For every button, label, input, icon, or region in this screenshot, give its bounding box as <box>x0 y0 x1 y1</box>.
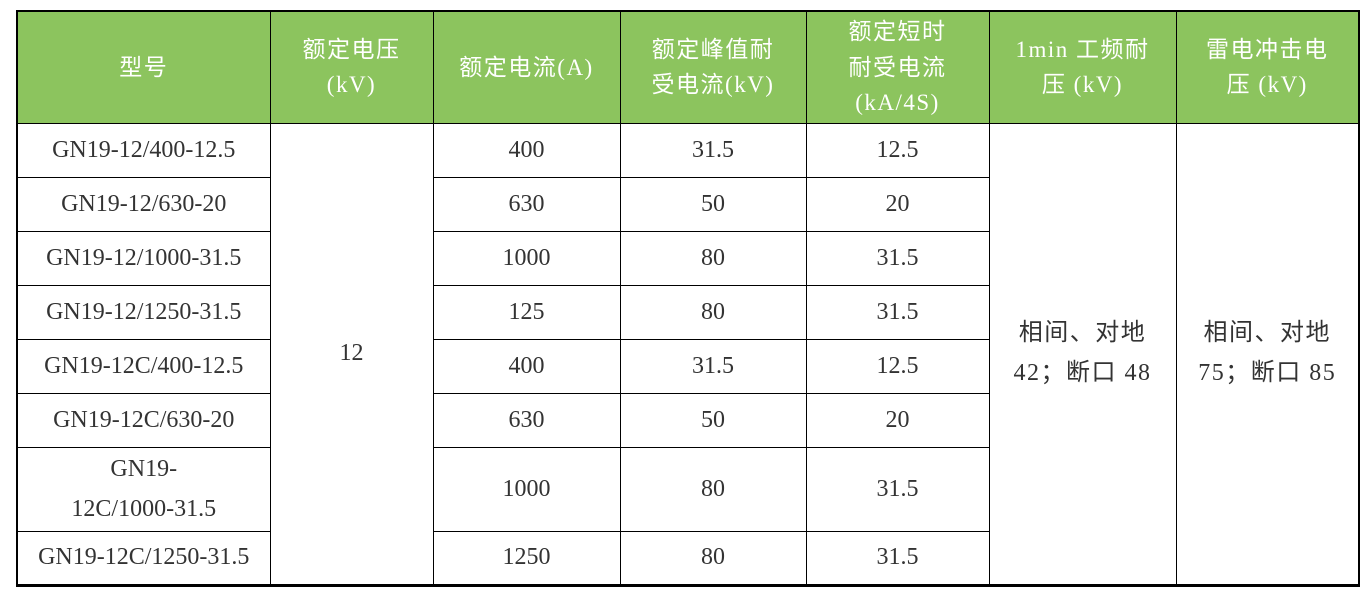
model-cell: GN19-12C/400-12.5 <box>16 338 271 394</box>
table-row: GN19- 12C/1000-31.5 1000 80 31.5 <box>16 446 1359 533</box>
model-cell: GN19-12/630-20 <box>16 176 271 232</box>
power-freq-cell: 相间、对地 42；断口 48 <box>988 122 1177 587</box>
short-time-cell: 12.5 <box>805 338 990 394</box>
current-cell: 630 <box>432 392 621 448</box>
short-time-cell: 20 <box>805 392 990 448</box>
table-row: GN19-12C/1250-31.5 1250 80 31.5 <box>16 531 1359 587</box>
table-row: GN19-12C/400-12.5 400 31.5 12.5 <box>16 338 1359 394</box>
col-header-model: 型号 <box>16 10 271 124</box>
model-cell: GN19-12/400-12.5 <box>16 122 271 178</box>
col-header-rated-current: 额定电流(A) <box>432 10 621 124</box>
header-row: 型号 额定电压 (kV) 额定电流(A) 额定峰值耐 受电流(kV) 额定短时 … <box>16 10 1360 124</box>
col-header-power-freq: 1min 工频耐 压 (kV) <box>988 10 1177 124</box>
current-cell: 1000 <box>432 446 621 533</box>
peak-cell: 80 <box>619 446 807 533</box>
spec-table: 型号 额定电压 (kV) 额定电流(A) 额定峰值耐 受电流(kV) 额定短时 … <box>16 10 1360 588</box>
short-time-cell: 31.5 <box>805 284 990 340</box>
short-time-cell: 31.5 <box>805 230 990 286</box>
current-cell: 400 <box>432 338 621 394</box>
col-header-short-time: 额定短时 耐受电流 (kA/4S) <box>805 10 990 124</box>
short-time-cell: 31.5 <box>805 531 990 587</box>
table-row: GN19-12/1250-31.5 125 80 31.5 <box>16 284 1359 340</box>
table-row: GN19-12/400-12.5 12 400 31.5 12.5 相间、对地 … <box>16 122 1360 587</box>
model-cell: GN19-12C/1250-31.5 <box>16 531 271 587</box>
model-cell: GN19-12/1000-31.5 <box>16 230 271 286</box>
model-cell: GN19- 12C/1000-31.5 <box>16 446 271 533</box>
current-cell: 1000 <box>432 230 621 286</box>
col-header-peak-withstand: 额定峰值耐 受电流(kV) <box>619 10 807 124</box>
peak-cell: 31.5 <box>619 122 807 178</box>
table-row: GN19-12C/630-20 630 50 20 <box>16 392 1359 448</box>
current-cell: 125 <box>432 284 621 340</box>
short-time-cell: 20 <box>805 176 990 232</box>
peak-cell: 50 <box>619 392 807 448</box>
peak-cell: 80 <box>619 284 807 340</box>
short-time-cell: 12.5 <box>805 122 990 178</box>
col-header-lightning-impulse: 雷电冲击电 压 (kV) <box>1175 10 1360 124</box>
current-cell: 630 <box>432 176 621 232</box>
current-cell: 400 <box>432 122 621 178</box>
peak-cell: 80 <box>619 230 807 286</box>
peak-cell: 31.5 <box>619 338 807 394</box>
col-header-rated-voltage: 额定电压 (kV) <box>269 10 434 124</box>
peak-cell: 50 <box>619 176 807 232</box>
current-cell: 1250 <box>432 531 621 587</box>
lightning-impulse-cell: 相间、对地 75；断口 85 <box>1175 122 1360 587</box>
short-time-cell: 31.5 <box>805 446 990 533</box>
peak-cell: 80 <box>619 531 807 587</box>
model-cell: GN19-12C/630-20 <box>16 392 271 448</box>
spec-table-container: 型号 额定电压 (kV) 额定电流(A) 额定峰值耐 受电流(kV) 额定短时 … <box>16 10 1360 588</box>
model-cell: GN19-12/1250-31.5 <box>16 284 271 340</box>
rated-voltage-cell: 12 <box>269 122 434 587</box>
